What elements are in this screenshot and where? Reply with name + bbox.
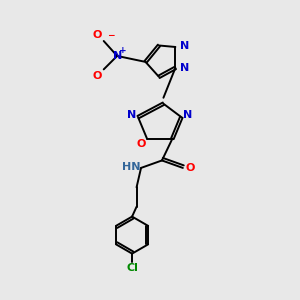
Text: O: O <box>136 139 146 149</box>
Text: N: N <box>112 51 122 61</box>
Text: O: O <box>93 29 102 40</box>
Text: N: N <box>180 41 189 51</box>
Text: N: N <box>180 64 189 74</box>
Text: N: N <box>127 110 136 120</box>
Text: N: N <box>183 110 192 120</box>
Text: −: − <box>106 31 114 40</box>
Text: Cl: Cl <box>126 263 138 274</box>
Text: O: O <box>186 163 195 173</box>
Text: +: + <box>119 46 126 56</box>
Text: O: O <box>93 71 102 81</box>
Text: HN: HN <box>122 162 140 172</box>
